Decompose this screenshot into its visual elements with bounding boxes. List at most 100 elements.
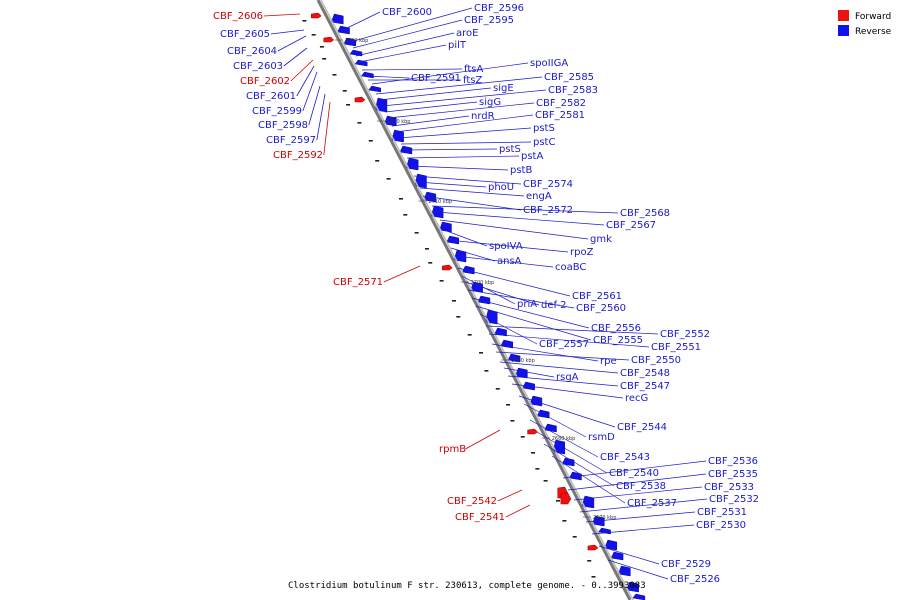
gene-label-right: CBF_2536 [708,456,758,467]
gene-label-right: CBF_2526 [670,574,720,585]
gene-label-right: CBF_2583 [548,85,598,96]
gene-label-right: sigG [479,97,501,108]
gene-label-right: ftsZ [463,75,482,86]
gene-label-right: CBF_2533 [704,482,754,493]
forward-gene [527,428,538,435]
leader-line [375,76,543,95]
gene-label-right: CBF_2550 [631,355,681,366]
gene-marker [322,58,327,60]
forward-gene [354,96,366,103]
gene-label-right: CBF_2582 [536,98,586,109]
gene-label-right: sigE [493,83,514,94]
leader-line [454,255,554,268]
leader-line [416,181,487,188]
leader-line [505,504,531,518]
leader-line [352,19,463,49]
leader-line [413,175,522,185]
leader-line [409,165,509,171]
gene-marker [510,420,515,422]
gene-label-left: CBF_2604 [227,46,277,57]
leader-line [403,148,498,151]
reverse-gene [461,265,475,275]
leader-line [270,29,305,35]
gene-marker [556,500,560,502]
leader-line [290,59,314,82]
gene-label-right: pstS [533,123,555,134]
gene-marker [346,104,351,106]
gene-label-right: CBF_2538 [616,481,666,492]
leader-line [511,383,624,399]
gene-labels: CBF_2606 CBF_2605 CBF_2604 CBF_2603 CBF_2602… [213,3,759,585]
gene-marker [357,122,362,124]
forward-gene [442,264,453,271]
leader-line [361,68,463,71]
gene-label-right: engA [526,191,552,202]
leader-line [450,247,496,262]
leader-line [536,431,608,474]
gene-label-right: nrdR [471,111,495,122]
leader-line [479,313,538,345]
gene-label-right: pstC [533,137,555,148]
gene-label-right: CBF_2572 [523,205,573,216]
reverse-gene [439,221,452,233]
gene-label-left: CBF_2606 [213,11,263,22]
gene-label-left: CBF_2571 [333,277,383,288]
scale-tick-label: 2680 kbp [552,436,576,442]
scale-tick-label: 2720 kbp [387,119,411,125]
reverse-gene [617,565,631,577]
leader-line [495,351,630,361]
gene-label-left: CBF_2597 [266,135,316,146]
leader-line [543,443,615,487]
gene-marker [531,452,536,454]
gene-label-right: CBF_2547 [620,381,670,392]
legend-swatch-forward [838,10,849,21]
gene-label-right: CBF_2555 [593,335,643,346]
gene-marker [368,140,373,142]
leader-line [431,205,619,214]
leader-line [507,375,619,387]
forward-gene [560,492,572,505]
leader-line [302,71,318,112]
gene-marker [439,280,444,282]
reverse-gene [632,593,646,600]
reverse-gene [610,551,624,561]
reverse-gene [529,395,543,407]
gene-marker [562,520,567,522]
gene-marker [424,248,429,250]
gene-marker [342,90,347,92]
gene-marker [375,160,380,162]
gene-label-right: rsmD [588,432,615,443]
gene-label-right: pstS [499,144,521,155]
gene-label-right: CBF_2529 [661,559,711,570]
gene-label-left: CBF_2541 [455,512,505,523]
gene-label-right: CBF_2561 [572,291,622,302]
gene-label-left: CBF_2601 [246,91,296,102]
genome-backbone [316,0,634,600]
gene-marker [484,370,489,372]
leader-line [387,102,535,119]
gene-marker [543,480,548,482]
backbone-line [316,0,632,600]
gene-label-right: phoU [488,182,514,193]
reverse-gene [604,539,618,551]
leader-line [397,127,532,139]
leader-line [467,289,575,309]
leader-line [384,101,478,113]
leader-line [488,333,650,348]
gene-marker [311,34,316,36]
scale-tick-label: 2710 kbp [429,199,453,205]
leader-line [598,545,660,565]
gene-marker [386,178,391,180]
reverse-gene [446,235,459,245]
reverse-gene [561,457,575,467]
gene-label-right: CBF_2548 [620,368,670,379]
leader-line [277,35,307,52]
gene-marker [467,334,472,336]
leader-line [439,219,589,240]
gene-label-left: CBF_2603 [233,61,283,72]
gene-marker [414,232,419,234]
leader-line [296,65,315,97]
leader-line [342,11,381,31]
gene-label-right: CBF_2567 [606,220,656,231]
gene-marker [398,198,403,200]
